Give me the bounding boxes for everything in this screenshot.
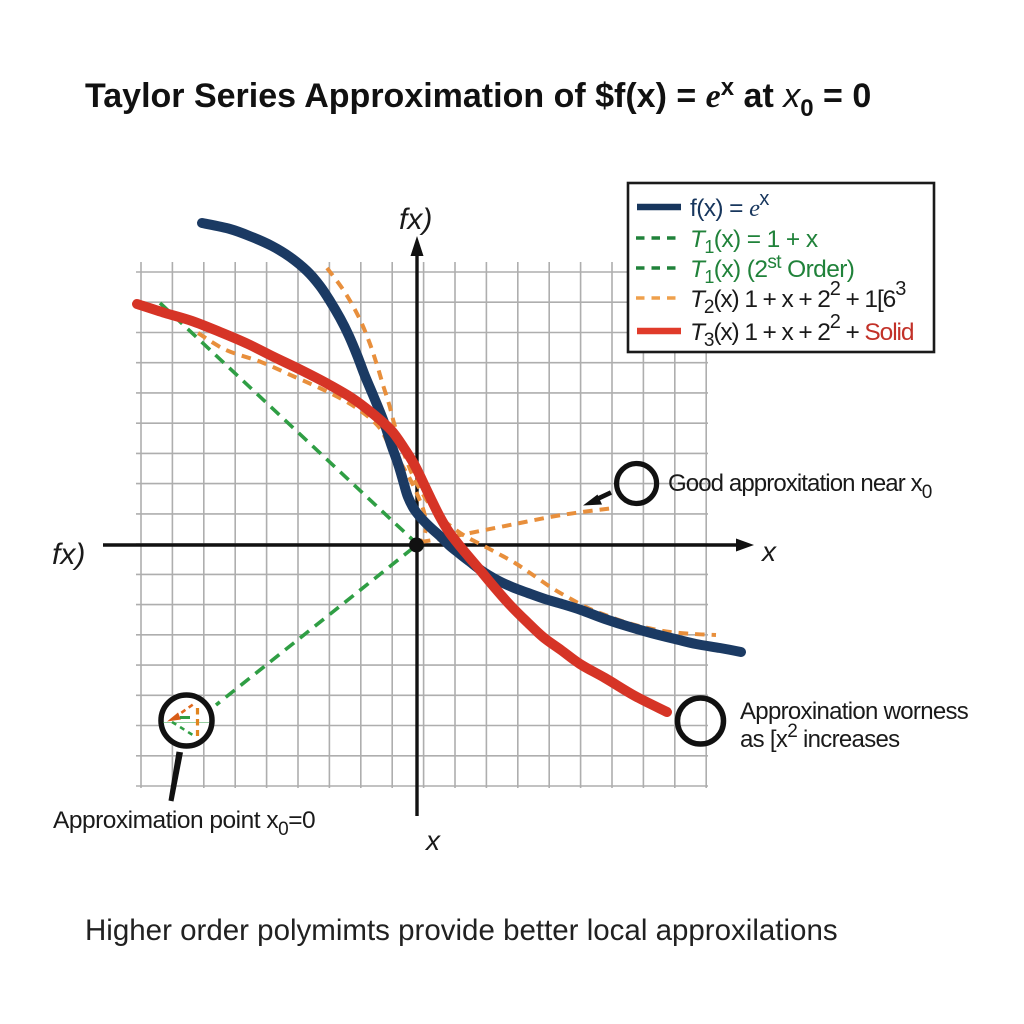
svg-text:Higher order polymimts provide: Higher order polymimts provide better lo…: [85, 914, 838, 947]
svg-text:x: x: [424, 825, 441, 856]
svg-text:T1(x) (2st Order): T1(x) (2st Order): [690, 252, 854, 287]
svg-text:T2(x) 1 + x + 22 + 1[63: T2(x) 1 + x + 22 + 1[63: [690, 278, 906, 318]
svg-text:Approxination worness: Approxination worness: [740, 698, 969, 725]
svg-text:T3(x) 1 + x + 22 + Solid: T3(x) 1 + x + 22 + Solid: [690, 311, 914, 351]
svg-text:fx): fx): [52, 538, 85, 571]
svg-text:as [x2 increases: as [x2 increases: [740, 721, 900, 753]
svg-text:Taylor Series Approximation of: Taylor Series Approximation of $f(x) = e…: [85, 74, 871, 122]
svg-text:x: x: [760, 536, 777, 567]
svg-text:fx): fx): [399, 203, 432, 236]
svg-text:T1(x) = 1 + x: T1(x) = 1 + x: [690, 226, 818, 257]
